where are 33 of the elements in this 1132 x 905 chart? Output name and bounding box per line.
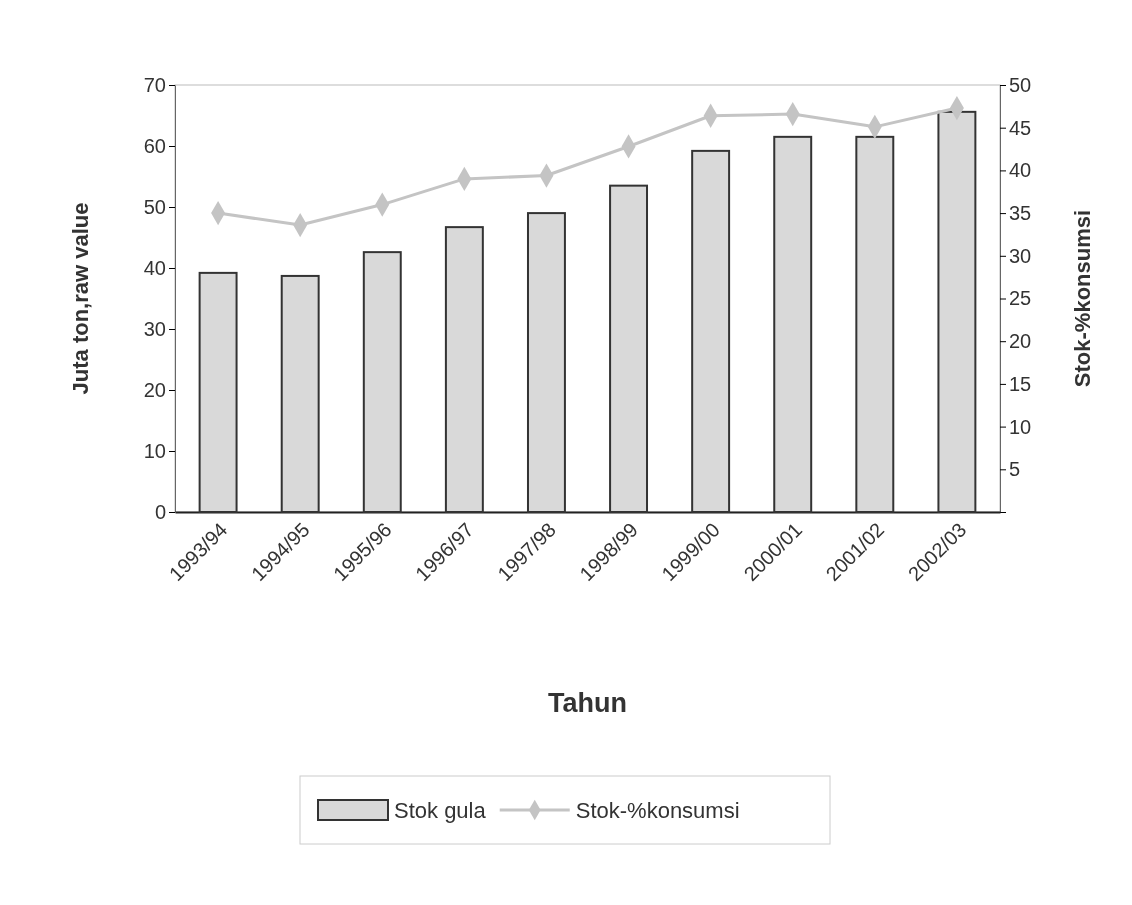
y-tick-label: 10 <box>143 439 166 462</box>
y2-tick-label: 10 <box>1009 415 1032 438</box>
y-tick-label: 20 <box>143 378 166 401</box>
y2-tick-label: 20 <box>1009 330 1032 353</box>
y2-tick-label: 35 <box>1009 202 1032 224</box>
legend-label: Stok-%konsumsi <box>575 798 740 823</box>
y2-axis-title: Stok-%konsumsi <box>1070 209 1095 388</box>
y2-tick-label: 25 <box>1009 287 1032 310</box>
y2-tick-label: 50 <box>1009 73 1032 96</box>
y-tick-label: 40 <box>143 256 166 279</box>
y-tick-label: 60 <box>143 134 166 157</box>
bar <box>198 271 238 513</box>
legend-label: Stok gula <box>394 798 487 823</box>
y-axis-title: Juta ton,raw value <box>68 202 93 395</box>
bar <box>937 110 977 513</box>
y-tick-label: 0 <box>154 500 166 523</box>
bar <box>773 135 813 513</box>
bar <box>362 251 402 513</box>
bar <box>609 184 649 513</box>
bar <box>526 212 566 513</box>
bar <box>691 149 731 513</box>
bar <box>855 135 895 513</box>
y-tick-label: 50 <box>143 195 166 218</box>
y2-tick-label: 5 <box>1009 458 1021 481</box>
y2-tick-label: 45 <box>1009 116 1032 139</box>
x-axis-title: Tahun <box>548 688 627 718</box>
y2-tick-label: 15 <box>1009 372 1032 395</box>
y2-tick-label: 40 <box>1009 159 1032 182</box>
y-tick-label: 30 <box>143 317 166 340</box>
y2-tick-label: 30 <box>1009 244 1032 267</box>
y-tick-label: 70 <box>143 73 166 96</box>
bar <box>444 226 484 513</box>
bar <box>280 274 320 513</box>
